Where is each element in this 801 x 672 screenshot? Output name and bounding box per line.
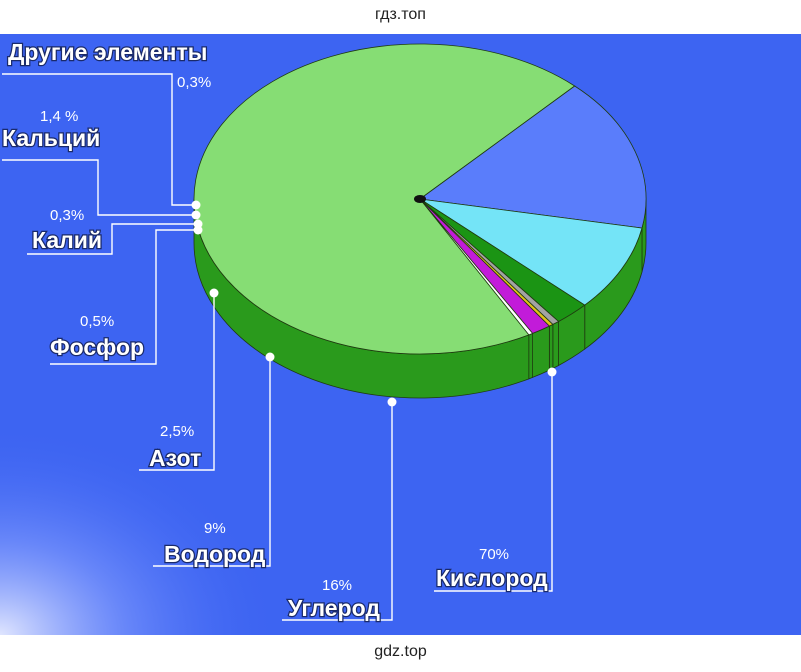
slice-7-leader [2, 159, 196, 216]
slice-6-leader-dot [193, 219, 203, 229]
slice-8-value-label: 0,3% [177, 74, 211, 91]
slice-2-value-label: 16% [322, 577, 352, 594]
pie-side [193, 198, 647, 399]
slice-8-leader [2, 73, 196, 206]
watermark-bottom: gdz.top [374, 643, 427, 660]
slice-8-side [528, 332, 533, 380]
slice-7-side [532, 325, 550, 378]
slice-6-leader [27, 223, 198, 255]
slice-4-leader-dot [209, 288, 219, 298]
slice-8-top [419, 198, 534, 336]
slice-3-leader-dot [265, 352, 275, 362]
chart-area: 70% Кислород 16% Углерод 9% Водород 2,5% Азот 0,… [0, 34, 801, 635]
slice-labels: 70% Кислород 16%Углерод 9% Водород 2,5% Азот 0,… [1, 38, 550, 623]
slice-3-category-label: Водород [164, 541, 266, 567]
slice-6-side [548, 323, 554, 371]
pie-center-dot [414, 195, 426, 203]
slice-5-value-label: 0,5% [80, 313, 114, 330]
slice-2-leader [282, 402, 393, 621]
slice-2-category-label: Углерод [288, 595, 380, 621]
watermark-top: гдз.топ [375, 6, 426, 23]
slice-1-leader-dot [547, 367, 557, 377]
slice-2-leader-dot [387, 397, 397, 407]
slice-6-value-label: 0,3% [50, 207, 84, 224]
slice-7-category-label: Кальций [2, 125, 100, 151]
pie-top [193, 43, 647, 355]
slice-1-category-label: Кислород [436, 565, 548, 591]
slice-3-top [419, 198, 643, 306]
slice-7-leader-dot [191, 210, 201, 220]
slice-8-leader-dot [191, 200, 201, 210]
pie-chart: 70% Кислород 16%Углерод 9% Водород 2,5% Азот 0,… [0, 34, 801, 635]
slice-8-category-label: Другие элементы [8, 39, 207, 65]
slice-5-category-label: Фосфор [50, 334, 144, 360]
slice-3-leader [153, 357, 271, 567]
slice-5-side [552, 320, 559, 370]
slice-2-top [418, 85, 647, 229]
leader-lines [2, 73, 557, 621]
slice-4-value-label: 2,5% [160, 423, 194, 440]
slice-4-leader [139, 293, 215, 471]
slice-1-leader [434, 372, 553, 592]
slice-1-value-label: 70% [479, 546, 509, 563]
slice-5-leader [50, 229, 198, 365]
slice-7-value-label: 1,4 % [40, 108, 78, 125]
slice-1-top [193, 43, 576, 355]
slice-4-category-label: Азот [149, 445, 201, 471]
slice-6-category-label: Калий [32, 227, 102, 253]
slice-3-value-label: 9% [204, 520, 226, 537]
